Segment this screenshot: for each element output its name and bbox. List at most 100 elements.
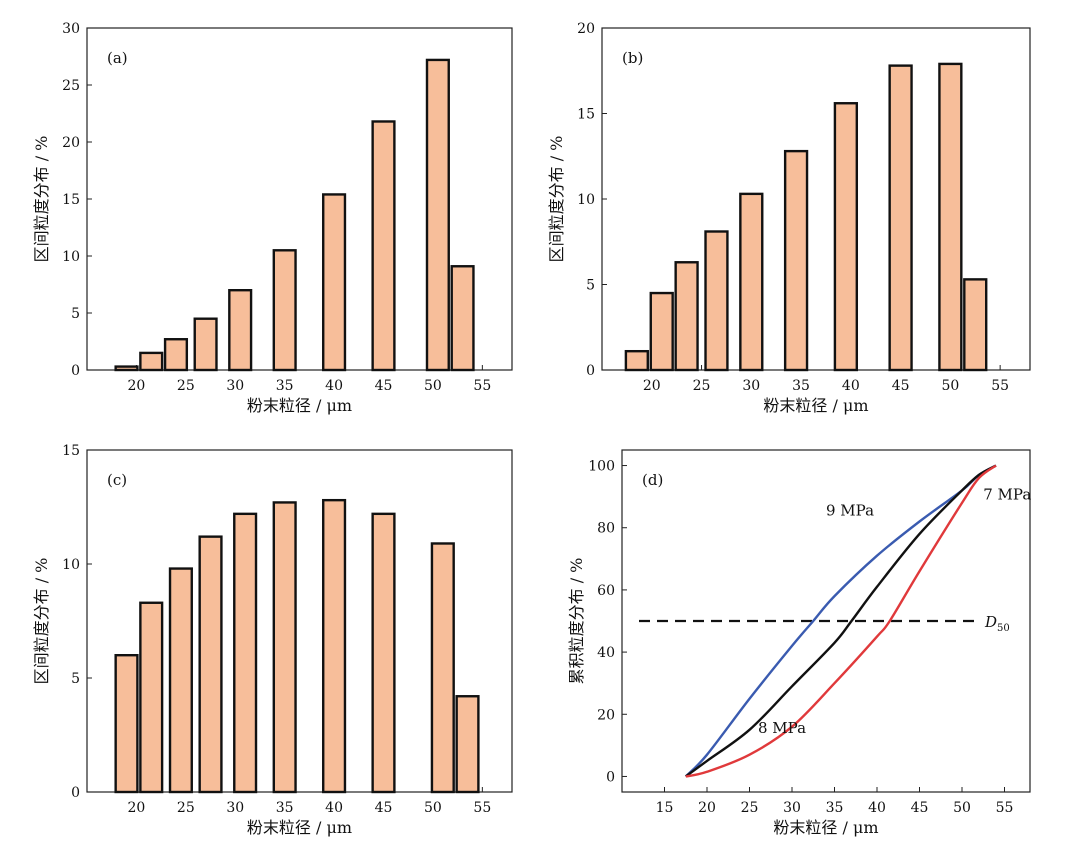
y-tick-label: 40 bbox=[597, 645, 615, 661]
series-annotation: 8 MPa bbox=[758, 719, 806, 737]
histogram-bar bbox=[425, 58, 450, 372]
histogram-bar bbox=[233, 512, 258, 794]
panel-d: 0 20 40 60 80 100 15 20 25 30 35 40 45 50 55 粉末粒径 / μm 累… bbox=[567, 449, 1031, 837]
panel-a: 0 5 10 15 20 25 30 20 25 30 35 40 45 50 55 粉末粒径 / μm 区间粒… bbox=[32, 21, 513, 415]
histogram-bar bbox=[114, 365, 139, 372]
d50-label: D50 bbox=[984, 613, 1010, 634]
histogram-bar bbox=[704, 230, 729, 372]
y-tick-label: 5 bbox=[586, 278, 595, 294]
y-tick-label: 80 bbox=[597, 521, 615, 537]
x-axis-label: 粉末粒径 / μm bbox=[247, 818, 352, 837]
x-tick-label: 30 bbox=[226, 800, 244, 816]
histogram-bar bbox=[139, 601, 164, 794]
y-tick-label: 20 bbox=[62, 135, 80, 151]
y-tick-label: 20 bbox=[577, 21, 595, 37]
d50-label-main: D bbox=[984, 613, 997, 631]
x-tick-label: 30 bbox=[783, 800, 801, 816]
y-tick-label: 10 bbox=[62, 557, 80, 573]
x-tick-label: 40 bbox=[325, 378, 343, 394]
histogram-bar bbox=[833, 102, 859, 372]
series-annotation: 7 MPa bbox=[983, 486, 1031, 504]
histogram-bar bbox=[963, 278, 988, 372]
histogram-bar bbox=[272, 501, 297, 794]
histogram-bar bbox=[228, 289, 253, 372]
x-tick-label: 55 bbox=[473, 378, 491, 394]
histogram-bar bbox=[624, 349, 649, 372]
y-axis-label: 累积粒度分布 / % bbox=[567, 558, 586, 685]
y-tick-label: 15 bbox=[62, 443, 80, 459]
plot-frame bbox=[86, 449, 513, 793]
x-tick-label: 45 bbox=[911, 800, 929, 816]
y-axis-label: 区间粒度分布 / % bbox=[547, 136, 566, 263]
histogram-bar bbox=[455, 695, 480, 794]
x-tick-label: 25 bbox=[741, 800, 759, 816]
histogram-bar bbox=[322, 498, 347, 794]
x-tick-label: 35 bbox=[792, 378, 810, 394]
panel-b: 0 5 10 15 20 20 25 30 35 40 45 50 55 粉末粒径 / μm 区间粒度分布 … bbox=[547, 21, 1031, 415]
y-tick-label: 5 bbox=[71, 671, 80, 687]
histogram-bar bbox=[168, 567, 193, 794]
histogram-bar bbox=[198, 535, 223, 794]
x-tick-label: 55 bbox=[473, 800, 491, 816]
x-axis-label: 粉末粒径 / μm bbox=[763, 396, 868, 415]
histogram-bar bbox=[139, 351, 164, 372]
y-tick-label: 0 bbox=[71, 363, 80, 379]
histogram-bar bbox=[322, 193, 347, 372]
histogram-bar bbox=[371, 120, 396, 372]
x-axis-label: 粉末粒径 / μm bbox=[247, 396, 352, 415]
histogram-bar bbox=[371, 512, 396, 794]
panel-label: (a) bbox=[107, 49, 128, 67]
histogram-bar bbox=[938, 62, 963, 372]
y-tick-label: 5 bbox=[71, 306, 80, 322]
x-tick-label: 30 bbox=[226, 378, 244, 394]
y-axis-label: 区间粒度分布 / % bbox=[32, 136, 51, 263]
x-tick-label: 35 bbox=[276, 800, 294, 816]
y-tick-label: 30 bbox=[62, 21, 80, 37]
y-tick-label: 60 bbox=[597, 583, 615, 599]
y-tick-label: 20 bbox=[597, 707, 615, 723]
d50-label-sub: 50 bbox=[997, 623, 1010, 634]
y-tick-label: 10 bbox=[577, 192, 595, 208]
x-tick-label: 20 bbox=[643, 378, 661, 394]
y-tick-label: 25 bbox=[62, 78, 80, 94]
x-tick-label: 25 bbox=[693, 378, 711, 394]
x-tick-label: 50 bbox=[941, 378, 959, 394]
histogram-bar bbox=[674, 261, 699, 372]
x-axis-label: 粉末粒径 / μm bbox=[773, 818, 878, 837]
x-tick-label: 20 bbox=[128, 378, 146, 394]
panel-c: 0 5 10 15 20 25 30 35 40 45 50 55 粉末粒径 / μm 区间粒度分布 / … bbox=[32, 443, 513, 837]
x-tick-label: 55 bbox=[991, 378, 1009, 394]
x-tick-label: 45 bbox=[892, 378, 910, 394]
panel-label: (c) bbox=[107, 471, 127, 489]
x-tick-label: 55 bbox=[996, 800, 1014, 816]
x-tick-label: 20 bbox=[698, 800, 716, 816]
series-line-8-mpa bbox=[685, 464, 997, 778]
x-tick-label: 50 bbox=[424, 378, 442, 394]
x-tick-label: 40 bbox=[868, 800, 886, 816]
x-tick-label: 40 bbox=[325, 800, 343, 816]
histogram-bar bbox=[783, 149, 809, 372]
y-tick-label: 15 bbox=[577, 107, 595, 123]
histogram-bar bbox=[430, 542, 455, 794]
series-annotation: 9 MPa bbox=[826, 501, 874, 519]
x-tick-label: 45 bbox=[375, 800, 393, 816]
x-tick-label: 35 bbox=[826, 800, 844, 816]
y-tick-label: 0 bbox=[586, 363, 595, 379]
histogram-bar bbox=[163, 338, 189, 372]
x-tick-label: 35 bbox=[276, 378, 294, 394]
y-tick-label: 0 bbox=[71, 785, 80, 801]
x-tick-label: 30 bbox=[742, 378, 760, 394]
x-tick-label: 20 bbox=[128, 800, 146, 816]
x-tick-label: 15 bbox=[656, 800, 674, 816]
histogram-bar bbox=[739, 192, 764, 372]
histogram-bar bbox=[649, 291, 674, 372]
panel-label: (b) bbox=[622, 49, 643, 67]
series-line-7-mpa bbox=[685, 464, 997, 778]
panel-label: (d) bbox=[642, 471, 663, 489]
x-tick-label: 45 bbox=[375, 378, 393, 394]
histogram-bar bbox=[450, 265, 475, 372]
y-tick-label: 100 bbox=[588, 459, 615, 475]
histogram-bar bbox=[272, 249, 297, 372]
histogram-bar bbox=[193, 317, 218, 372]
